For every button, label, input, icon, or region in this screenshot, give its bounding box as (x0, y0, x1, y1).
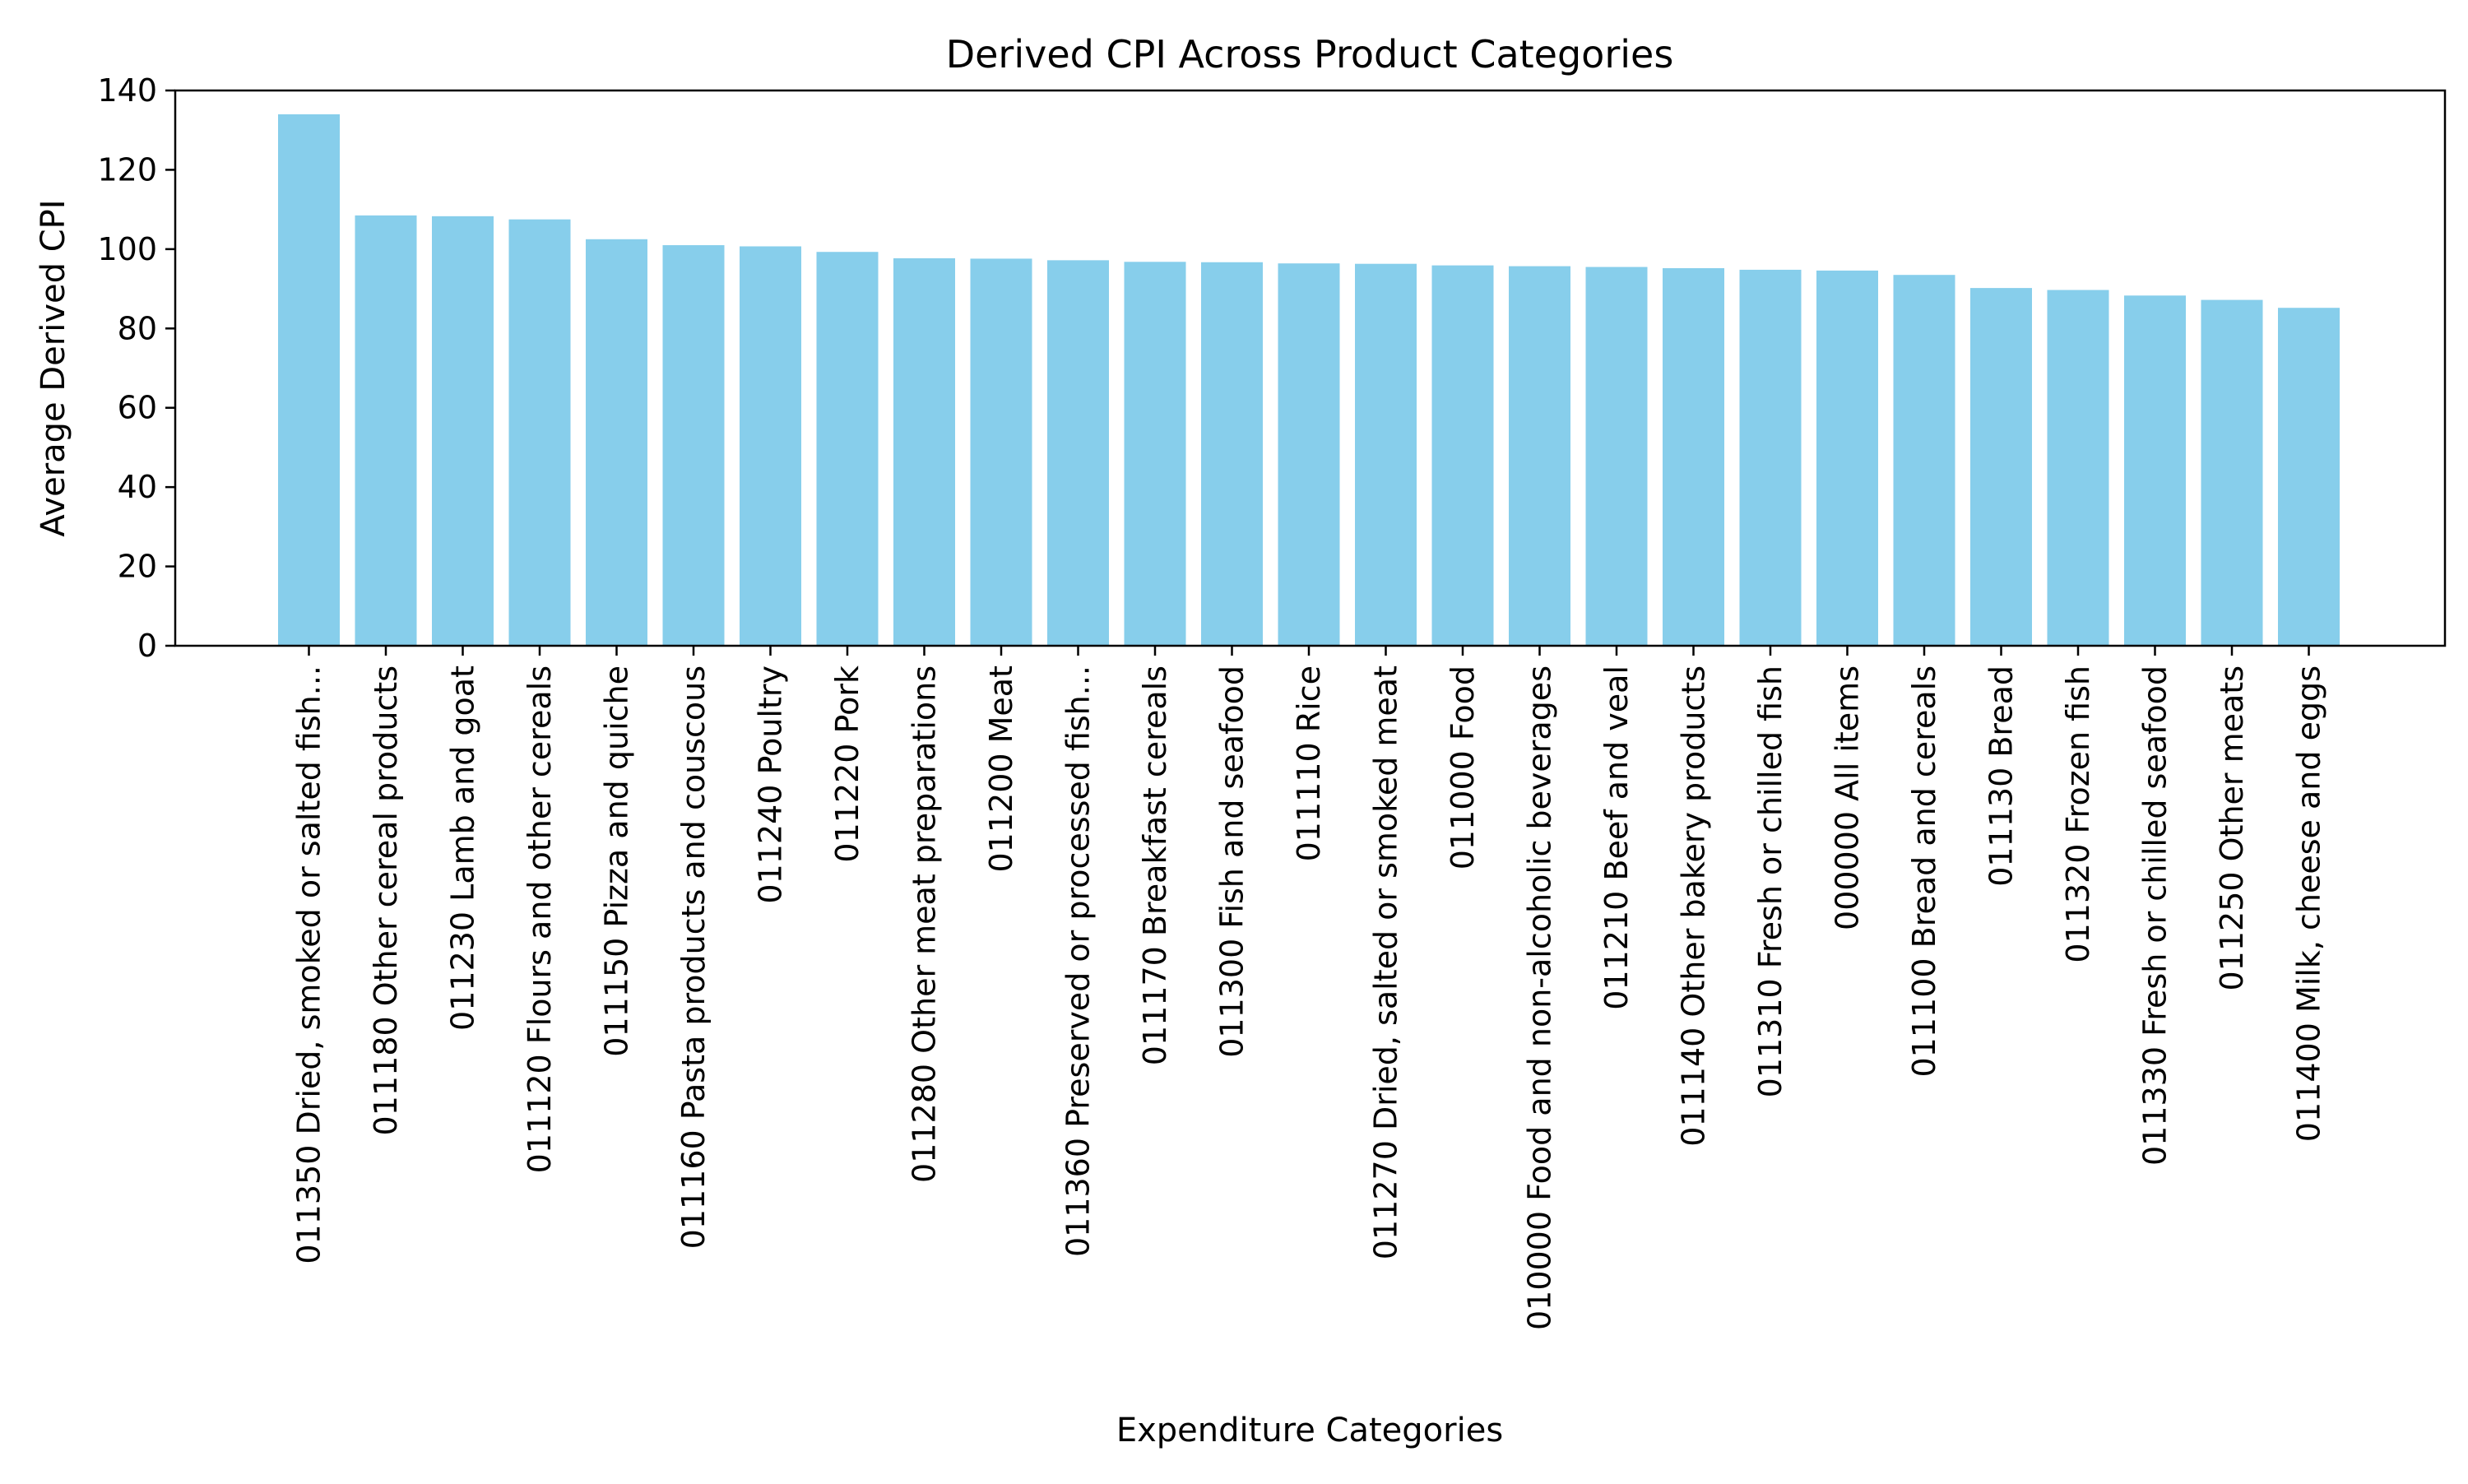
bar (2124, 295, 2186, 646)
bar (432, 216, 494, 647)
bar (508, 219, 571, 646)
x-tick-label: 011360 Preserved or processed fish... (1060, 665, 1097, 1257)
x-tick-label: 011150 Pizza and quiche (599, 665, 635, 1057)
x-tick-label: 011270 Dried, salted or smoked meat (1368, 665, 1404, 1259)
y-tick-label: 60 (118, 390, 157, 426)
x-tick-label: 011240 Poultry (753, 665, 789, 904)
x-tick-label: 011310 Fresh or chilled fish (1752, 665, 1788, 1097)
bar (1201, 262, 1263, 646)
y-axis: 0 20 40 60 80 100 120 140 (97, 72, 175, 664)
x-axis-label: Expenditure Categories (1116, 1412, 1503, 1449)
x-axis: 011350 Dried, smoked or salted fish... 01… (291, 646, 2327, 1330)
y-axis-label: Average Derived CPI (35, 199, 72, 536)
bar (970, 258, 1032, 646)
x-tick-label: 011300 Fish and seafood (1214, 665, 1250, 1058)
y-tick-label: 140 (97, 72, 157, 109)
x-tick-label: 011110 Rice (1291, 665, 1327, 861)
x-tick-label: 011320 Frozen fish (2060, 665, 2096, 963)
y-tick-label: 0 (137, 628, 157, 664)
bar (1663, 268, 1724, 646)
chart-title: Derived CPI Across Product Categories (946, 32, 1674, 77)
x-tick-label: 011130 Bread (1983, 665, 2020, 887)
bar (662, 245, 725, 646)
x-tick-label: 010000 Food and non-alcoholic beverages (1522, 665, 1558, 1330)
x-tick-label: 011140 Other bakery products (1676, 665, 1712, 1147)
bar (1278, 263, 1340, 646)
bar (1509, 266, 1570, 646)
bar (586, 239, 647, 646)
plot-frame (174, 89, 2447, 647)
x-tick-label: 011400 Milk, cheese and eggs (2291, 665, 2327, 1142)
bar (1355, 263, 1417, 646)
y-tick-label: 100 (97, 231, 157, 267)
bar (740, 246, 801, 646)
bar (1970, 288, 2032, 646)
x-tick-label: 011330 Fresh or chilled seafood (2137, 665, 2173, 1166)
bars-group (278, 114, 2340, 647)
bar (1047, 260, 1109, 646)
bar (355, 215, 417, 647)
bar (2278, 308, 2340, 646)
x-tick-label: 011160 Pasta products and couscous (675, 665, 712, 1249)
bar (1816, 270, 1878, 646)
y-tick-label: 80 (118, 310, 157, 346)
x-tick-label: 011000 Food (1445, 665, 1481, 870)
x-tick-label: 011280 Other meat preparations (907, 665, 943, 1183)
x-tick-label: 011170 Breakfast cereals (1137, 665, 1173, 1065)
bar (2201, 299, 2263, 646)
x-tick-label: 011220 Pork (829, 665, 865, 863)
bar (1893, 275, 1955, 646)
x-tick-label: 000000 All items (1830, 665, 1866, 930)
bar (1739, 269, 1802, 646)
x-tick-label: 011200 Meat (983, 665, 1019, 873)
x-tick-label: 011120 Flours and other cereals (522, 665, 558, 1173)
x-tick-label: 011230 Lamb and goat (445, 665, 481, 1031)
bar (1124, 262, 1186, 646)
y-tick-label: 120 (97, 151, 157, 188)
bar (278, 114, 340, 646)
bar (893, 257, 955, 646)
x-tick-label: 011350 Dried, smoked or salted fish... (291, 665, 327, 1264)
y-tick-label: 40 (118, 469, 157, 505)
bar (1585, 267, 1648, 646)
x-tick-label: 011100 Bread and cereals (1906, 665, 1942, 1078)
x-tick-label: 011180 Other cereal products (368, 665, 404, 1135)
bar (1431, 265, 1494, 646)
bar (816, 252, 879, 646)
x-tick-label: 011250 Other meats (2214, 665, 2250, 991)
bar (2047, 290, 2109, 646)
x-tick-label: 011210 Beef and veal (1598, 665, 1635, 1010)
y-tick-label: 20 (118, 549, 157, 585)
